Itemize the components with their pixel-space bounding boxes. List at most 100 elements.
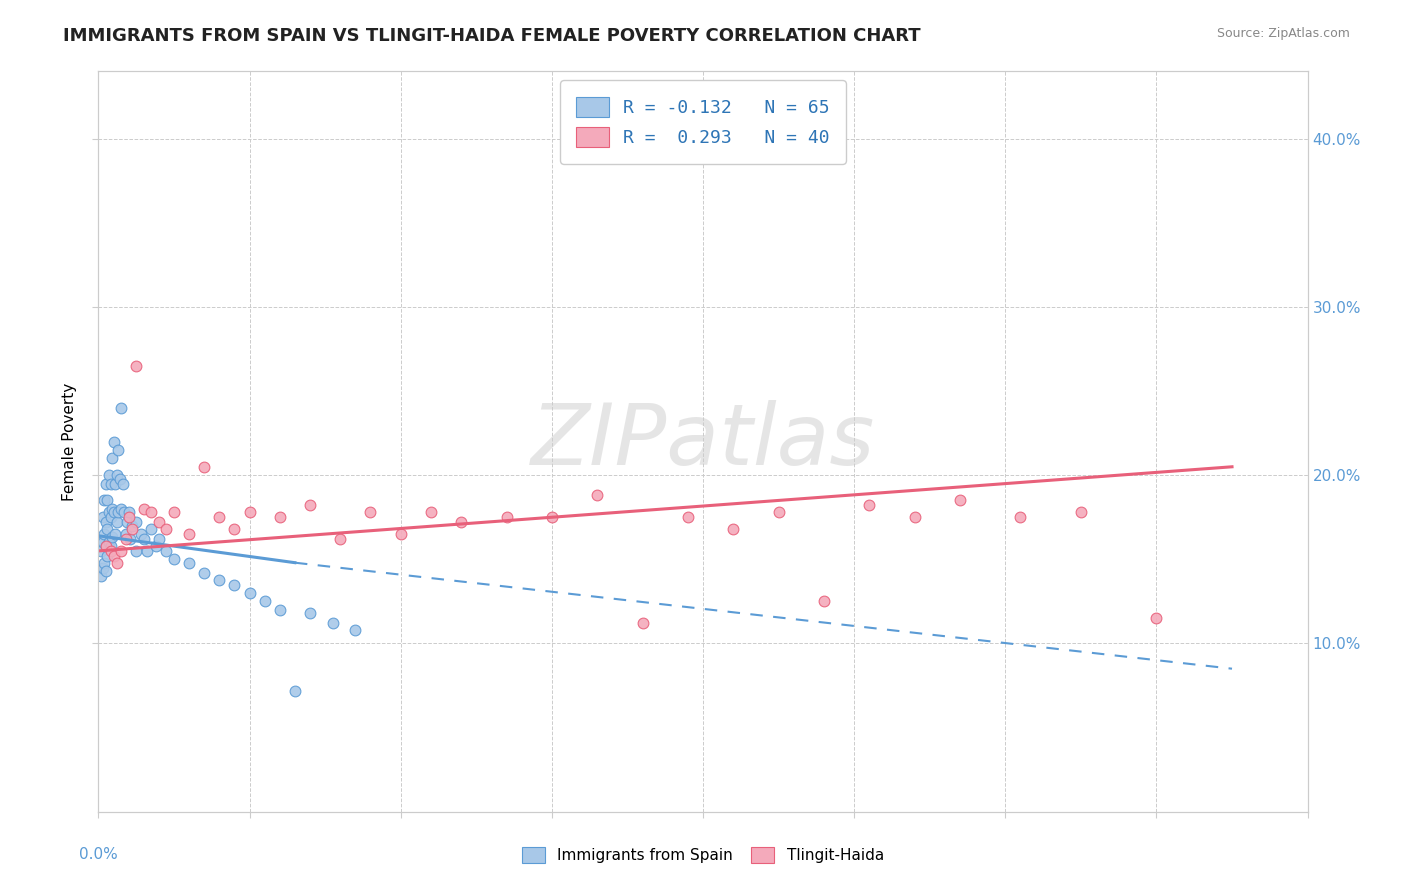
Point bbox=[676, 510, 699, 524]
Point bbox=[129, 527, 152, 541]
Point bbox=[108, 471, 131, 485]
Point bbox=[224, 577, 246, 591]
Point bbox=[98, 535, 121, 549]
Point bbox=[768, 505, 790, 519]
Point bbox=[121, 518, 143, 533]
Point bbox=[155, 544, 177, 558]
Point bbox=[135, 544, 157, 558]
Point bbox=[112, 505, 135, 519]
Point bbox=[93, 527, 115, 541]
Point bbox=[723, 522, 745, 536]
Text: 0.0%: 0.0% bbox=[79, 847, 118, 863]
Point bbox=[114, 527, 136, 541]
Point bbox=[420, 505, 443, 519]
Point bbox=[105, 556, 128, 570]
Text: ZIPatlas: ZIPatlas bbox=[531, 400, 875, 483]
Point bbox=[89, 560, 111, 574]
Text: Source: ZipAtlas.com: Source: ZipAtlas.com bbox=[1216, 27, 1350, 40]
Point bbox=[96, 549, 118, 563]
Point bbox=[110, 501, 132, 516]
Point bbox=[120, 532, 142, 546]
Point bbox=[93, 556, 115, 570]
Point bbox=[104, 527, 127, 541]
Point bbox=[208, 573, 231, 587]
Point bbox=[103, 505, 125, 519]
Point bbox=[107, 442, 129, 457]
Point bbox=[104, 476, 127, 491]
Point bbox=[389, 527, 412, 541]
Point bbox=[90, 544, 112, 558]
Point bbox=[98, 468, 121, 483]
Point bbox=[93, 493, 115, 508]
Point bbox=[100, 544, 122, 558]
Point bbox=[125, 359, 148, 373]
Point bbox=[96, 522, 118, 536]
Point bbox=[148, 532, 170, 546]
Point bbox=[344, 623, 367, 637]
Point bbox=[1070, 505, 1092, 519]
Text: IMMIGRANTS FROM SPAIN VS TLINGIT-HAIDA FEMALE POVERTY CORRELATION CHART: IMMIGRANTS FROM SPAIN VS TLINGIT-HAIDA F… bbox=[63, 27, 921, 45]
Point bbox=[103, 434, 125, 449]
Point bbox=[239, 505, 262, 519]
Point bbox=[94, 539, 117, 553]
Point bbox=[224, 522, 246, 536]
Point bbox=[193, 566, 215, 580]
Point bbox=[253, 594, 276, 608]
Point bbox=[105, 468, 128, 483]
Point bbox=[94, 476, 117, 491]
Point bbox=[208, 510, 231, 524]
Point bbox=[179, 527, 201, 541]
Point bbox=[631, 616, 654, 631]
Point bbox=[101, 451, 124, 466]
Point bbox=[858, 499, 880, 513]
Point bbox=[100, 476, 122, 491]
Point bbox=[163, 552, 186, 566]
Point bbox=[107, 505, 129, 519]
Point bbox=[141, 522, 163, 536]
Point bbox=[94, 539, 117, 553]
Point bbox=[284, 683, 307, 698]
Point bbox=[322, 616, 344, 631]
Point bbox=[94, 516, 117, 530]
Point bbox=[90, 569, 112, 583]
Point bbox=[949, 493, 972, 508]
Point bbox=[299, 499, 322, 513]
Point bbox=[145, 539, 167, 553]
Point bbox=[114, 532, 136, 546]
Point bbox=[132, 532, 155, 546]
Point bbox=[98, 505, 121, 519]
Point bbox=[540, 510, 562, 524]
Point bbox=[1010, 510, 1032, 524]
Point bbox=[163, 505, 186, 519]
Point bbox=[495, 510, 517, 524]
Point bbox=[103, 549, 125, 563]
Point bbox=[91, 535, 114, 549]
Point bbox=[111, 476, 134, 491]
Point bbox=[101, 501, 124, 516]
Legend: Immigrants from Spain, Tlingit-Haida: Immigrants from Spain, Tlingit-Haida bbox=[510, 835, 896, 875]
Point bbox=[269, 603, 291, 617]
Point bbox=[148, 516, 170, 530]
Point bbox=[1144, 611, 1167, 625]
Point bbox=[121, 522, 143, 536]
Point bbox=[118, 505, 141, 519]
Point bbox=[125, 544, 148, 558]
Point bbox=[904, 510, 927, 524]
Point bbox=[101, 531, 124, 545]
Point bbox=[94, 564, 117, 578]
Point bbox=[239, 586, 262, 600]
Point bbox=[360, 505, 382, 519]
Point bbox=[100, 510, 122, 524]
Point bbox=[115, 516, 138, 530]
Legend: R = -0.132   N = 65, R =  0.293   N = 40: R = -0.132 N = 65, R = 0.293 N = 40 bbox=[560, 80, 846, 163]
Point bbox=[118, 510, 141, 524]
Point bbox=[96, 493, 118, 508]
Point bbox=[132, 501, 155, 516]
Point bbox=[299, 606, 322, 620]
Point bbox=[125, 516, 148, 530]
Point bbox=[141, 505, 163, 519]
Point bbox=[110, 401, 132, 415]
Point bbox=[329, 532, 352, 546]
Point bbox=[450, 516, 472, 530]
Point bbox=[586, 488, 609, 502]
